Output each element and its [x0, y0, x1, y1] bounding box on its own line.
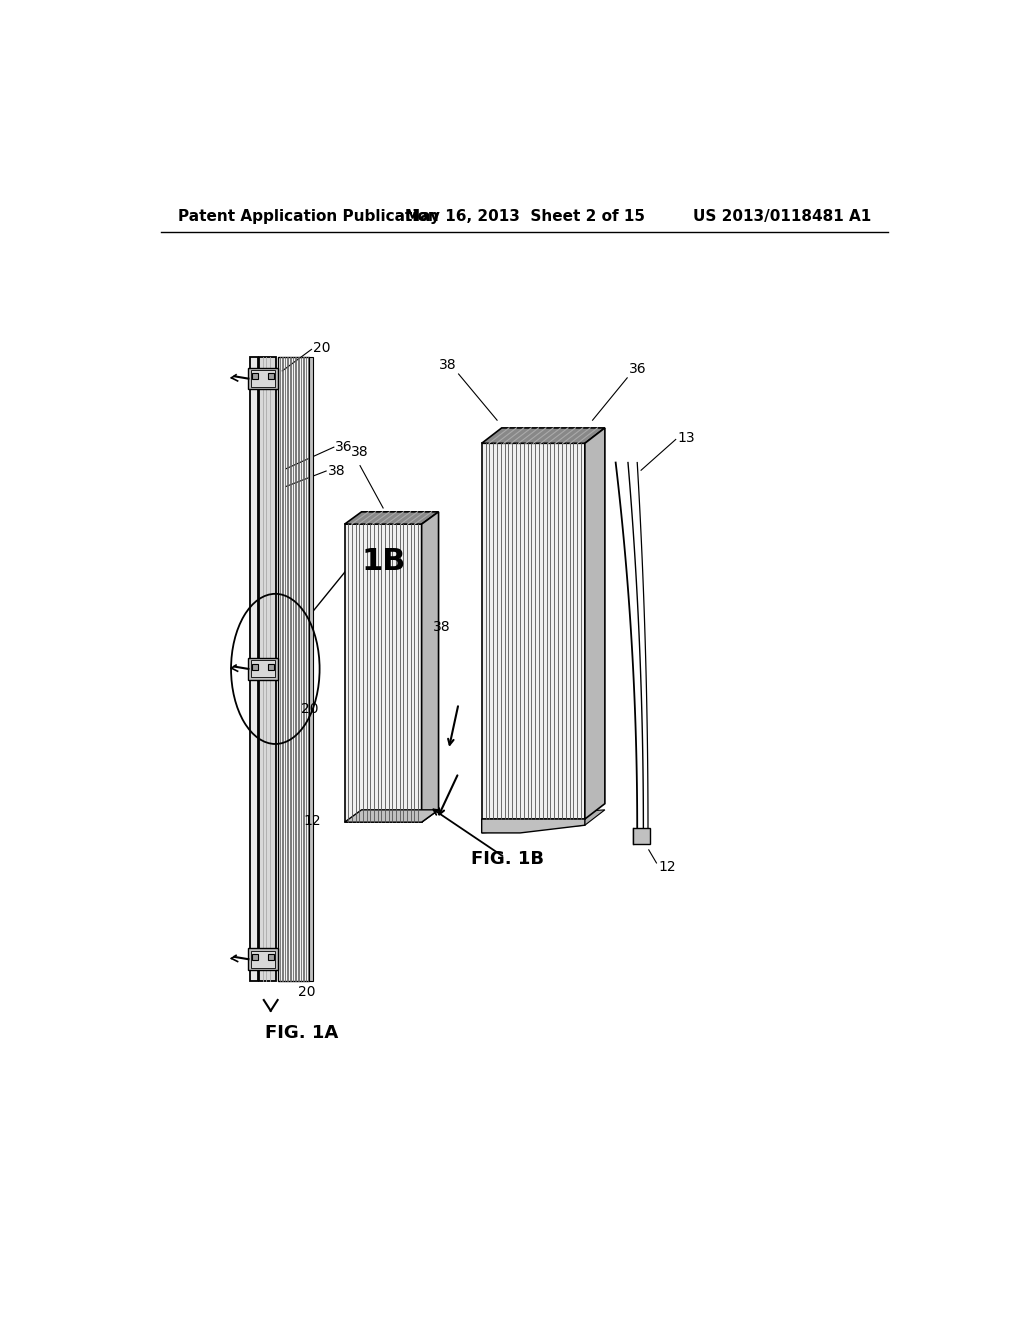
- Text: 36: 36: [629, 362, 646, 376]
- Bar: [345, 524, 422, 822]
- Bar: [249, 659, 278, 680]
- Text: 20: 20: [301, 702, 319, 715]
- Text: Patent Application Publication: Patent Application Publication: [178, 209, 439, 223]
- Polygon shape: [585, 428, 605, 818]
- Bar: [481, 444, 585, 818]
- Bar: [267, 664, 273, 669]
- Text: FIG. 1A: FIG. 1A: [265, 1024, 339, 1041]
- Text: 13: 13: [677, 430, 695, 445]
- Text: 12: 12: [658, 859, 677, 874]
- Text: 38: 38: [433, 619, 451, 634]
- Bar: [634, 829, 650, 843]
- Bar: [279, 358, 309, 981]
- Polygon shape: [481, 428, 605, 444]
- Polygon shape: [345, 512, 438, 524]
- Text: 38: 38: [439, 359, 457, 372]
- Text: 38: 38: [328, 465, 345, 478]
- Polygon shape: [481, 810, 605, 833]
- Text: US 2013/0118481 A1: US 2013/0118481 A1: [693, 209, 871, 223]
- Bar: [309, 358, 313, 981]
- Text: FIG. 1B: FIG. 1B: [471, 850, 545, 869]
- Text: May 16, 2013  Sheet 2 of 15: May 16, 2013 Sheet 2 of 15: [404, 209, 645, 223]
- Bar: [252, 954, 258, 960]
- Bar: [251, 370, 275, 387]
- Polygon shape: [422, 512, 438, 822]
- Text: 38: 38: [351, 445, 369, 459]
- Bar: [249, 948, 278, 970]
- Text: 12: 12: [304, 814, 322, 829]
- Text: 1B: 1B: [361, 548, 406, 577]
- Bar: [259, 358, 276, 981]
- Polygon shape: [345, 810, 438, 822]
- Polygon shape: [481, 818, 585, 833]
- Bar: [267, 954, 273, 960]
- Text: 36: 36: [336, 440, 353, 454]
- Bar: [251, 950, 275, 968]
- Bar: [267, 374, 273, 379]
- Bar: [249, 368, 278, 389]
- Text: 20: 20: [313, 341, 331, 355]
- Bar: [252, 664, 258, 669]
- Bar: [252, 374, 258, 379]
- Bar: [250, 358, 258, 981]
- Bar: [251, 660, 275, 677]
- Text: 20: 20: [298, 985, 315, 998]
